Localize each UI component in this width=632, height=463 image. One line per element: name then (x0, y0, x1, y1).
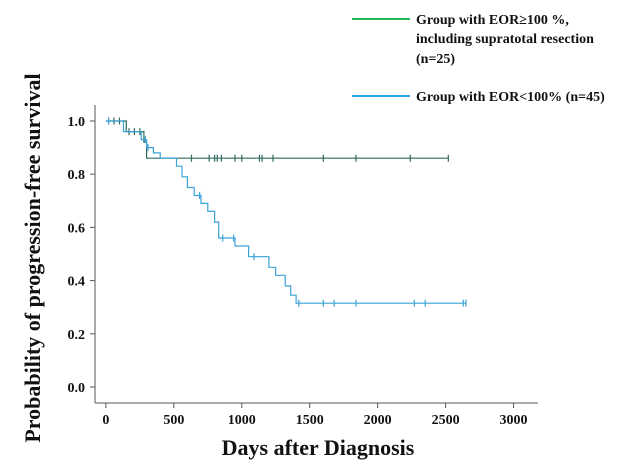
x-axis-ticks: 0 500 1000 1500 2000 2500 3000 (102, 403, 528, 428)
y-tick-label: 0.4 (68, 275, 86, 290)
series-0 (105, 117, 449, 162)
legend: Group with EOR≥100 %, including supratot… (352, 13, 605, 105)
x-tick-label: 1500 (296, 413, 324, 428)
series-1 (105, 117, 467, 307)
y-tick-label: 0.2 (68, 328, 86, 343)
x-tick-label: 3000 (500, 413, 528, 428)
y-tick-label: 0.8 (68, 168, 86, 183)
survival-curve-0 (105, 120, 449, 159)
legend-label-eor-100-line-2: including supratotal resection (416, 32, 594, 47)
survival-curves (105, 117, 467, 307)
x-tick-label: 500 (163, 413, 184, 428)
axes (94, 105, 538, 404)
x-axis-title: Days after Diagnosis (222, 435, 415, 460)
legend-label-eor-100-line-1: Group with EOR≥100 %, (416, 13, 569, 28)
y-axis-title: Probability of progression-free survival (20, 73, 45, 442)
y-axis-ticks: 0.0 0.2 0.4 0.6 0.8 1.0 (68, 115, 95, 396)
y-tick-label: 0.6 (68, 221, 86, 236)
x-tick-label: 2500 (432, 413, 460, 428)
x-tick-label: 0 (102, 413, 109, 428)
legend-label-eor-100-line-3: (n=25) (416, 52, 455, 67)
survival-curve-1 (105, 120, 466, 304)
y-tick-label: 1.0 (68, 115, 86, 130)
x-tick-label: 2000 (364, 413, 392, 428)
y-tick-label: 0.0 (68, 381, 86, 396)
x-tick-label: 1000 (228, 413, 256, 428)
legend-label-eor-lt-100: Group with EOR<100% (n=45) (416, 90, 605, 105)
